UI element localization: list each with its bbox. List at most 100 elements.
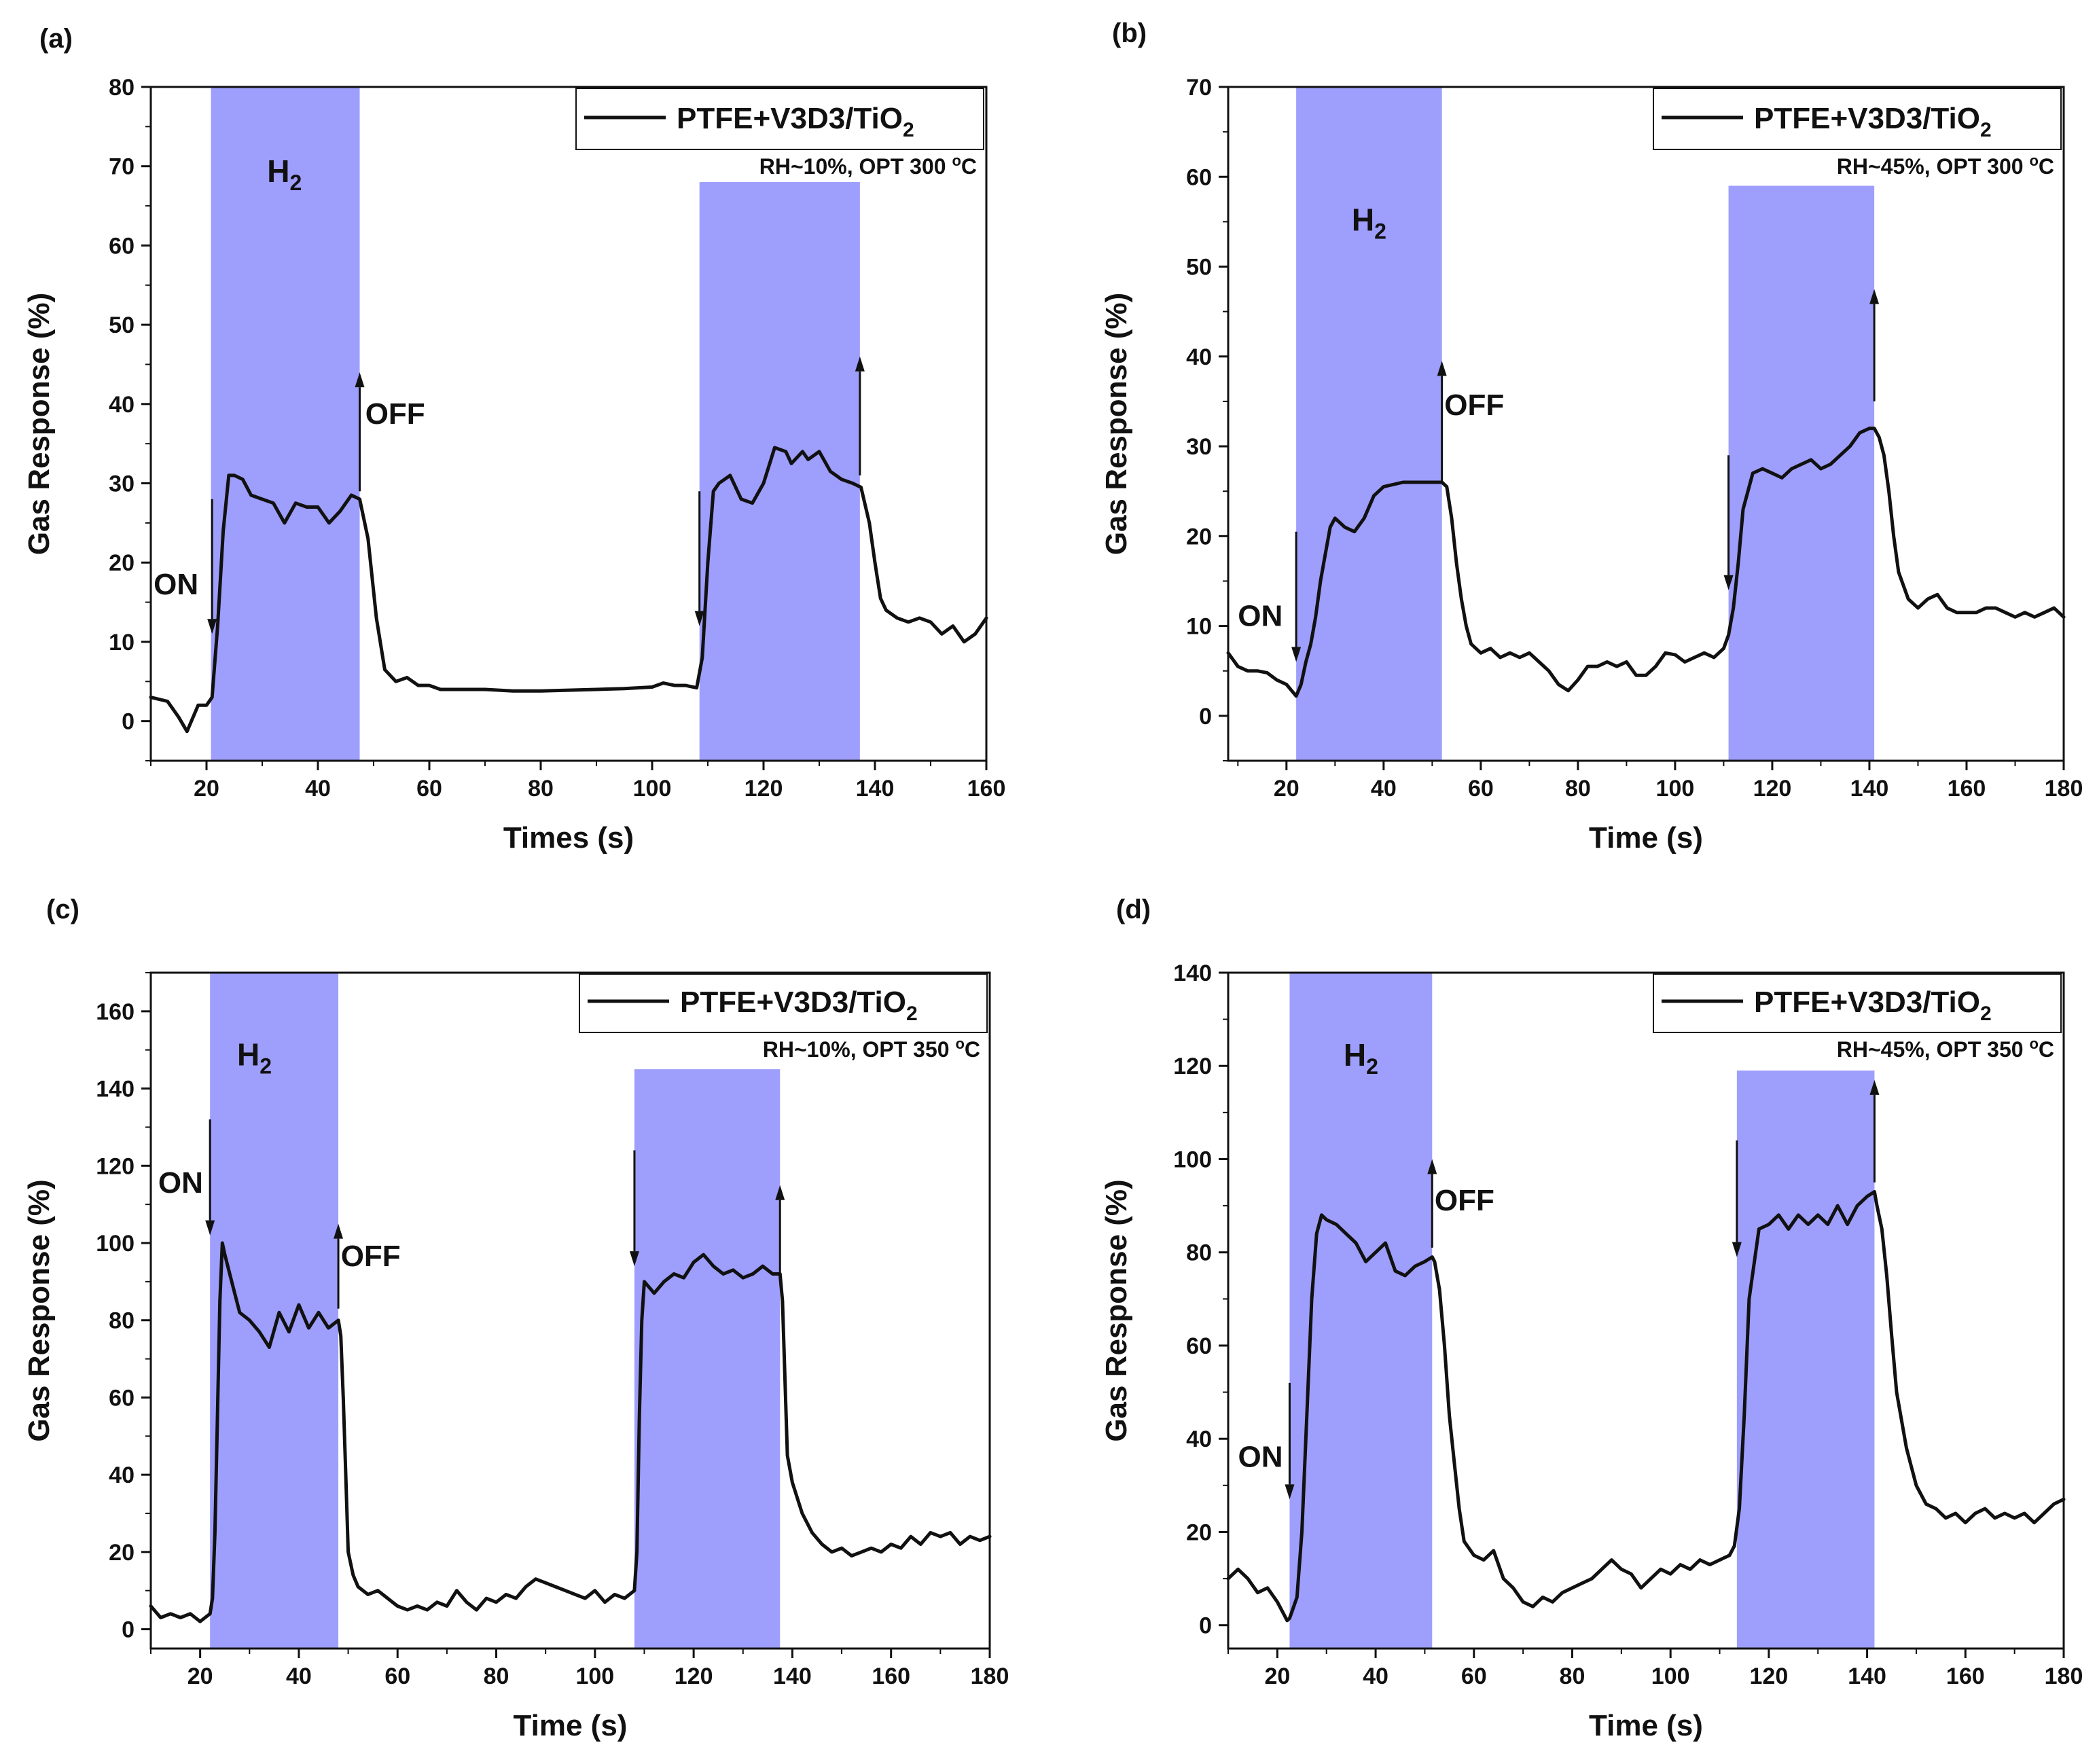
panel-c-legend-subscript: 2	[906, 1003, 918, 1025]
panel-b-off-arrow-2-head	[1437, 361, 1447, 376]
panel-c-h2-window-1	[210, 973, 339, 1649]
panel-c-ytick-label-0: 0	[122, 1617, 135, 1643]
panel-d-h2-window-1	[1289, 973, 1433, 1649]
panel-c-ytick-label-100: 100	[96, 1231, 135, 1257]
panel-a-xtick-label-60: 60	[416, 776, 442, 802]
panel-b-off-arrow-4-head	[1869, 289, 1880, 304]
panel-d-x-axis-title: Time (s)	[1589, 1709, 1703, 1742]
panel-d-on-label: ON	[1238, 1440, 1283, 1473]
panel-c-on-arrow-3	[629, 1150, 639, 1267]
panel-a-ytick-label-50: 50	[109, 312, 135, 338]
panel-d-ytick-label-100: 100	[1173, 1147, 1212, 1172]
panel-d-xtick-label-160: 160	[1946, 1663, 1985, 1689]
panel-c-xtick-label-180: 180	[971, 1663, 1009, 1689]
panel-c-xtick-label-40: 40	[286, 1663, 312, 1689]
panel-d-h2-window-2	[1736, 1070, 1875, 1649]
panel-c-ytick-label-80: 80	[109, 1308, 135, 1334]
panel-c-series-line	[149, 1241, 992, 1623]
panel-c-off-arrow-2	[334, 1223, 344, 1309]
panel-a-xtick-label-140: 140	[856, 776, 895, 802]
panel-b-legend: PTFE+V3D3/TiO2	[1653, 88, 2062, 150]
panel-d-off-arrow-2-head	[1427, 1159, 1437, 1174]
panel-d-ytick-label-40: 40	[1186, 1426, 1212, 1452]
panel-c-ytick-label-140: 140	[96, 1077, 135, 1102]
panel-d-xtick-label-120: 120	[1750, 1663, 1789, 1689]
panel-a-y-axis-title: Gas Response (%)	[22, 293, 56, 555]
panel-b-on-arrow-3	[1723, 455, 1734, 590]
panel-d-series-line	[1226, 1190, 2066, 1623]
panel-a-ytick-label-10: 10	[109, 630, 135, 655]
panel-d-condition-degree: o	[2029, 1035, 2038, 1052]
panel-d-ytick-label-120: 120	[1173, 1054, 1212, 1079]
panel-c-condition-unit: C	[965, 1037, 980, 1062]
panel-d-legend-subscript: 2	[1980, 1003, 1992, 1025]
panel-b-ytick-label-10: 10	[1186, 614, 1212, 640]
panel-a-on-label: ON	[154, 568, 198, 601]
panel-c-on-arrow-1	[205, 1119, 215, 1236]
panel-a-off-arrow-4-head	[855, 356, 865, 372]
panel-b-ytick-label-70: 70	[1186, 75, 1212, 101]
panel-d-xtick-label-20: 20	[1264, 1663, 1290, 1689]
panel-a-plot: H2 ON OFF 20 40 60 80 100 120 140 160 0 10 20 30 40 50 60…	[22, 75, 1005, 854]
panel-d-ytick-label-0: 0	[1199, 1613, 1212, 1639]
panel-b-on-label: ON	[1238, 600, 1283, 633]
panel-c-ytick-label-20: 20	[109, 1540, 135, 1566]
panel-b-xtick-label-60: 60	[1468, 776, 1494, 802]
panel-a-ytick-label-30: 30	[109, 471, 135, 497]
panel-b-h2-window-2	[1728, 185, 1875, 761]
panel-d-legend-label: PTFE+V3D3/TiO2	[1754, 986, 1992, 1025]
panel-d-on-arrow-3	[1732, 1140, 1742, 1257]
panel-a-on-arrow-1-head	[207, 619, 217, 634]
panel-c-legend-label: PTFE+V3D3/TiO2	[680, 986, 918, 1025]
panel-d-off-label: OFF	[1435, 1184, 1494, 1217]
panel-a-legend-label: PTFE+V3D3/TiO2	[677, 102, 914, 141]
panel-a-h2-label: H2	[267, 154, 302, 195]
panel-a-series-line	[149, 446, 988, 734]
panel-a-ytick-label-60: 60	[109, 233, 135, 259]
panel-b-condition-degree: o	[2029, 152, 2038, 169]
panel-c-legend: PTFE+V3D3/TiO2	[579, 973, 988, 1033]
panel-b-ytick-label-30: 30	[1186, 434, 1212, 460]
panel-c-y-axis-title: Gas Response (%)	[22, 1179, 56, 1441]
panel-a-ytick-label-0: 0	[122, 709, 135, 735]
panel-d-h2-label-subscript: 2	[1366, 1054, 1378, 1079]
panel-b-off-arrow-2	[1437, 361, 1447, 482]
panel-a-on-arrow-3-head	[694, 611, 704, 626]
panel-c-ytick-label-40: 40	[109, 1462, 135, 1488]
panel-c-on-arrow-1-head	[205, 1220, 215, 1236]
panel-d-condition: RH~45%, OPT 350 oC	[1837, 1035, 2054, 1062]
panel-b-xtick-label-140: 140	[1850, 776, 1889, 802]
panel-b-xtick-label-80: 80	[1565, 776, 1591, 802]
panel-b-h2-label-subscript: 2	[1374, 219, 1386, 244]
panel-c-ytick-label-120: 120	[96, 1153, 135, 1179]
panel-b-axes-frame	[1227, 86, 2065, 762]
panel-c-xtick-label-160: 160	[872, 1663, 910, 1689]
panel-b-plot: H2 ON OFF 20 40 60 80 100 120 140 160 180 0 10 20 30 40 5…	[1100, 75, 2083, 854]
panel-d-label: (d)	[1116, 895, 1151, 924]
panel-d-axes-frame	[1227, 971, 2065, 1650]
panel-a-xtick-label-100: 100	[633, 776, 672, 802]
panel-b-xtick-label-20: 20	[1274, 776, 1300, 802]
panel-d-xtick-label-40: 40	[1363, 1663, 1388, 1689]
panel-b-xtick-label-120: 120	[1753, 776, 1792, 802]
panel-a-condition: RH~10%, OPT 300 oC	[759, 152, 977, 179]
panel-c-axes-frame	[149, 971, 991, 1650]
panel-a-on-arrow-3	[694, 491, 704, 626]
panel-a-ytick-label-40: 40	[109, 392, 135, 418]
panel-c-off-arrow-4	[775, 1185, 785, 1274]
panel-a-off-arrow-4	[855, 356, 865, 475]
panel-a-on-arrow-1	[207, 499, 217, 634]
panel-a-condition-unit: C	[961, 154, 977, 179]
panel-d-on-arrow-3-head	[1732, 1242, 1742, 1257]
panel-a-x-axis-title: Times (s)	[503, 821, 634, 854]
panel-d-y-axis-title: Gas Response (%)	[1100, 1179, 1133, 1441]
panel-c-ytick-label-160: 160	[96, 999, 135, 1025]
panel-a-legend-subscript: 2	[903, 119, 914, 141]
panel-a-ytick-label-20: 20	[109, 550, 135, 576]
panel-a-axes-frame	[149, 86, 988, 762]
panel-b-ytick-label-0: 0	[1199, 704, 1212, 730]
panel-c-xtick-label-80: 80	[484, 1663, 509, 1689]
